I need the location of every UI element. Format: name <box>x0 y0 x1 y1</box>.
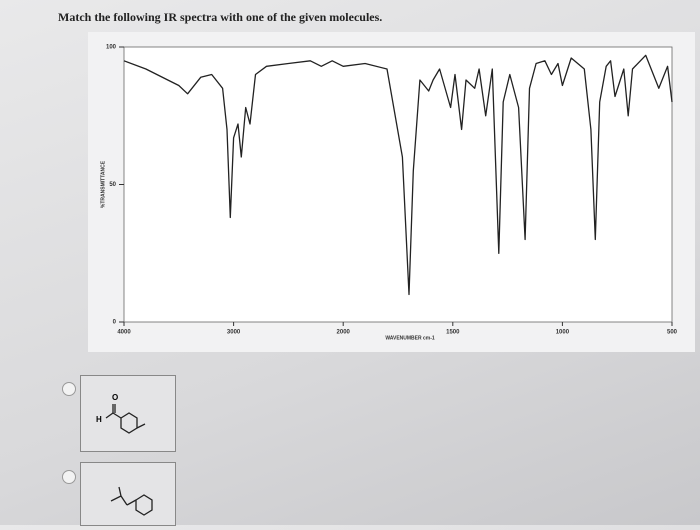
radio-option-2[interactable] <box>62 470 76 484</box>
molecule-1: O H <box>96 393 146 434</box>
molecule-2 <box>110 486 153 516</box>
chart: 0 50 100 4000 3000 2000 1500 1000 500 WAVENUMBER … <box>88 32 695 352</box>
x-tick-label: 1000 <box>556 330 570 336</box>
question: Match the following IR spectra with one … <box>58 10 383 24</box>
radio-option-1[interactable] <box>62 382 76 396</box>
atom-label: H <box>96 415 102 424</box>
x-tick-label: 500 <box>667 330 678 336</box>
spectrum-line <box>123 54 673 296</box>
atom-label: O <box>112 393 118 402</box>
option-1[interactable]: O H <box>80 375 176 452</box>
y-tick-label: 100 <box>106 45 117 51</box>
x-tick-label: 2000 <box>337 330 351 336</box>
x-tick-label: 1500 <box>446 330 460 336</box>
y-axis-label: %TRANSMITTANCE <box>100 160 106 208</box>
plot-frame <box>123 46 673 323</box>
x-axis-label: WAVENUMBER cm-1 <box>385 335 435 341</box>
option-2[interactable] <box>80 462 176 526</box>
x-tick-label: 3000 <box>227 330 241 336</box>
y-tick-label: 50 <box>109 182 116 188</box>
x-tick-label: 4000 <box>117 330 131 336</box>
y-tick-label: 0 <box>113 320 117 326</box>
